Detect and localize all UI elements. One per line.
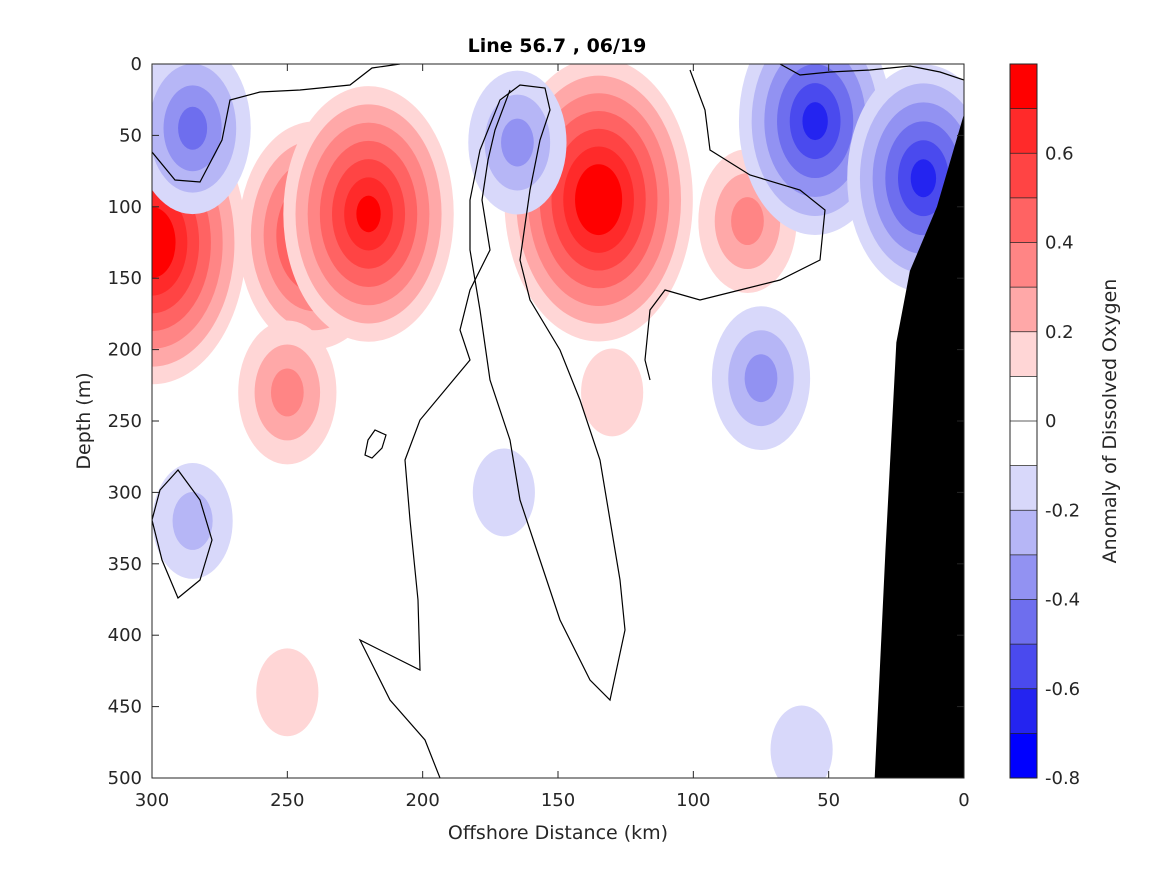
- x-tick-label: 250: [270, 790, 304, 811]
- y-tick-label: 400: [108, 625, 142, 646]
- colorbar-ticks: 0.6 0.4 0.2 0 -0.2 -0.4 -0.6 -0.8: [1045, 143, 1080, 789]
- colorbar-label: Anomaly of Dissolved Oxygen: [1099, 279, 1121, 564]
- y-tick-label: 350: [108, 554, 142, 575]
- contour-level: [744, 354, 778, 403]
- y-axis: 0 50 100 150 200 250 300 350 400 450 500: [108, 54, 964, 789]
- colorbar-segment: [1010, 733, 1037, 779]
- contour-level: [472, 448, 535, 537]
- y-tick-label: 250: [108, 411, 142, 432]
- contour-feature-positive: [581, 348, 644, 437]
- contour-level: [802, 102, 828, 141]
- colorbar-segment: [1010, 287, 1037, 333]
- chart-title: Line 56.7 , 06/19: [468, 35, 647, 57]
- contour-level: [152, 224, 164, 261]
- colorbar-segment: [1010, 64, 1037, 110]
- zero-contour-lines: [152, 64, 964, 778]
- contour-level: [172, 492, 213, 550]
- contour-level: [356, 195, 381, 233]
- colorbar-segment: [1010, 197, 1037, 243]
- colorbar-segment: [1010, 331, 1037, 377]
- contour-level: [581, 348, 644, 437]
- colorbar-segment: [1010, 688, 1037, 734]
- colorbar-tick-label: 0.2: [1045, 322, 1074, 343]
- colorbar-segment: [1010, 153, 1037, 199]
- x-tick-label: 200: [405, 790, 439, 811]
- contour-feature-negative: [152, 64, 251, 215]
- contour-level: [178, 106, 208, 150]
- colorbar-segment: [1010, 108, 1037, 154]
- x-tick-label: 100: [676, 790, 710, 811]
- colorbar-tick-label: 0.6: [1045, 143, 1074, 164]
- colorbar: [1009, 63, 1038, 779]
- contour-level: [256, 648, 319, 737]
- contour-feature-negative: [711, 306, 811, 451]
- contour-level: [501, 118, 534, 167]
- contour-level: [270, 368, 304, 417]
- colorbar-segment: [1010, 242, 1037, 288]
- contour-level: [731, 197, 764, 246]
- contour-feature-positive: [283, 86, 454, 342]
- bathymetry-fill: [874, 113, 964, 778]
- colorbar-tick-label: -0.2: [1045, 500, 1080, 521]
- x-axis-label: Offshore Distance (km): [448, 822, 668, 844]
- y-axis-label: Depth (m): [73, 372, 95, 469]
- colorbar-segment: [1010, 599, 1037, 645]
- contour-feature-negative: [468, 70, 567, 215]
- x-tick-label: 150: [541, 790, 575, 811]
- colorbar-segment: [1010, 510, 1037, 556]
- contour-feature-negative: [472, 448, 535, 537]
- colorbar-segment: [1010, 644, 1037, 690]
- colorbar-tick-label: -0.6: [1045, 679, 1080, 700]
- y-tick-label: 200: [108, 340, 142, 361]
- y-tick-label: 0: [131, 54, 142, 75]
- y-tick-label: 300: [108, 482, 142, 503]
- x-tick-label: 300: [135, 790, 169, 811]
- colorbar-segment: [1010, 554, 1037, 600]
- x-axis: 300 250 200 150 100 50 0: [135, 64, 970, 811]
- contour-feature-negative: [770, 705, 833, 778]
- contour-feature-negative: [152, 463, 233, 579]
- colorbar-tick-label: -0.8: [1045, 768, 1080, 789]
- colorbar-segment: [1010, 376, 1037, 422]
- contour-level: [910, 159, 937, 198]
- colorbar-tick-label: 0.4: [1045, 233, 1074, 254]
- contour-feature-positive: [238, 320, 337, 465]
- y-tick-label: 50: [119, 125, 142, 146]
- y-tick-label: 100: [108, 197, 142, 218]
- x-tick-label: 0: [958, 790, 969, 811]
- colorbar-tick-label: -0.4: [1045, 590, 1080, 611]
- contour-feature-positive: [256, 648, 319, 737]
- contour-level: [586, 181, 611, 218]
- colorbar-tick-label: 0: [1045, 411, 1056, 432]
- colorbar-segment: [1010, 421, 1037, 467]
- y-tick-label: 450: [108, 697, 142, 718]
- contour-level: [770, 705, 833, 778]
- y-tick-label: 150: [108, 268, 142, 289]
- x-tick-label: 50: [817, 790, 840, 811]
- plot-area: [152, 64, 964, 778]
- y-tick-label: 500: [108, 768, 142, 789]
- colorbar-segment: [1010, 465, 1037, 511]
